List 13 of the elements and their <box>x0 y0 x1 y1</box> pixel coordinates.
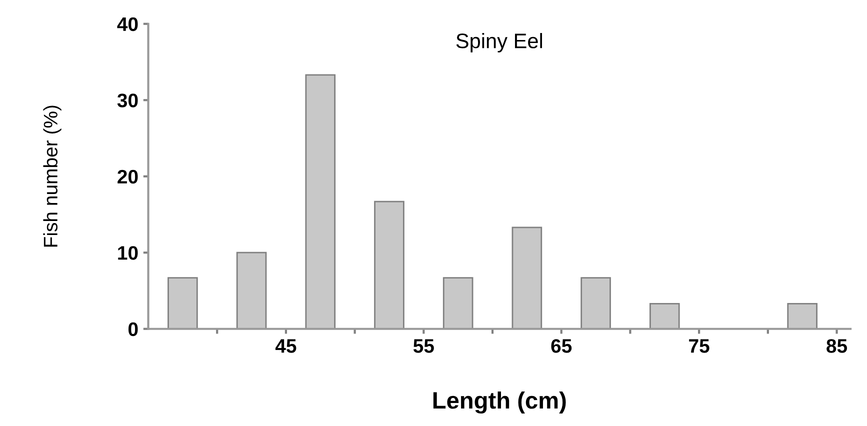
y-axis-title: Fish number (%) <box>43 106 62 247</box>
y-tick-label: 0 <box>128 322 138 336</box>
x-axis-title: Length (cm) <box>433 391 566 414</box>
x-tick-label: 55 <box>413 339 434 353</box>
y-tick-label: 30 <box>117 94 138 108</box>
y-tick-label: 20 <box>118 170 138 184</box>
x-tick-label: 45 <box>275 339 296 353</box>
y-tick-label: 40 <box>117 17 138 32</box>
chart-title: Spiny Eel <box>456 33 542 52</box>
x-tick-label: 75 <box>689 339 710 353</box>
x-tick-label: 85 <box>826 339 848 353</box>
x-tick-label: 65 <box>551 339 572 353</box>
y-tick-label: 10 <box>118 246 138 260</box>
